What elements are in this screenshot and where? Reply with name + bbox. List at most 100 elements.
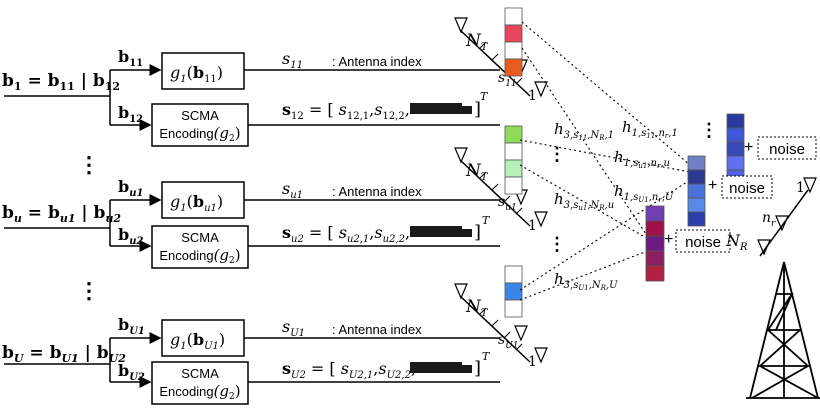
rx2-cell-1: [645, 220, 665, 237]
noise-1: + noise: [744, 136, 817, 160]
antenna-index-label-useru: : Antenna index: [332, 184, 422, 199]
svg-text:T: T: [482, 350, 491, 363]
svg-text:+: +: [744, 139, 753, 156]
scma-block-userU: [151, 361, 249, 405]
tx-antenna-array-U: NT sU1 1: [454, 283, 548, 370]
rx1-cell-0: [726, 113, 745, 129]
channel-h3-sU1: h3,sU1,NR,U: [554, 270, 618, 292]
vertical-dots-1: ⋮: [78, 152, 100, 178]
antenna-tag-u: su1: [498, 194, 517, 213]
noise-3: + noise: [664, 229, 731, 253]
svg-text:T: T: [482, 214, 491, 227]
scma-block-user1: [151, 103, 249, 147]
rx3-cell-4: [687, 211, 706, 227]
tx-antenna-array-1: NT s11 1: [454, 17, 548, 104]
svg-text:1: 1: [528, 354, 537, 370]
bU1-label: bU1: [118, 315, 145, 337]
user-1-branch: b1 = b11 | b12 b11 b12 g1(b11) s11 : Ant…: [2, 47, 500, 147]
rx1-cell-1: [726, 127, 745, 143]
txu-cell-2: [504, 159, 523, 178]
noise-label-3: noise: [685, 234, 721, 251]
scma-encoding-user1: Encoding(g2): [159, 124, 240, 144]
antenna-tag-U: sU1: [498, 332, 519, 351]
user-U-branch: bU = bU1 | bU2 bU1 bU2 g1(bU1) sU1 : Ant…: [2, 315, 500, 405]
channel-h3-su1: h3,su1,NR,u: [554, 190, 614, 212]
channel-h1-su1: h1,su1,nr,u: [614, 148, 670, 170]
scma-block-useru: [151, 225, 249, 269]
b11-label: b11: [118, 47, 143, 69]
user1-split-eq: b1 = b11 | b12: [2, 71, 120, 93]
rx3-cell-2: [687, 183, 706, 199]
channel-h3-s11: h3,s11,NR,1: [554, 120, 614, 142]
rx3-cell-1: [687, 169, 706, 185]
su2-eq: su2 = [ su2,1,su2,2,: [282, 223, 410, 245]
rx2-cell-3: [645, 250, 665, 267]
svg-text:]: ]: [474, 222, 481, 243]
svg-text:T: T: [480, 90, 489, 103]
antenna-index-label-user1: : Antenna index: [332, 54, 422, 69]
nt-label-1: NT: [465, 31, 489, 53]
b12-label: b12: [118, 103, 143, 125]
tower-icon: [746, 261, 820, 399]
bu1-label: bu1: [118, 177, 143, 199]
svg-text:+: +: [708, 177, 717, 194]
tx-signal-stack-1: [504, 7, 523, 77]
userU-split-eq: bU = bU1 | bU2: [2, 343, 126, 365]
noise-2: + noise: [708, 175, 773, 199]
g1-block-userU: [161, 319, 245, 357]
tx-antenna-array-u: NT su1 1: [454, 147, 548, 234]
user-u-branch: bu = bu1 | bu2 bu1 bu2 g1(bu1) su1 : Ant…: [2, 177, 500, 269]
s11-label: s11: [282, 49, 303, 71]
scma-label-useru: SCMA: [181, 230, 219, 245]
redacted-bar-useru: [410, 226, 462, 237]
rx3-cell-3: [687, 197, 706, 213]
txu-cell-1: [504, 142, 523, 161]
tx-signal-stack-U: [504, 265, 523, 318]
su1-label: su1: [282, 179, 303, 201]
sU1-label: sU1: [282, 317, 305, 339]
tx1-cell-3: [504, 58, 523, 77]
rx-signal-stack-2: [645, 205, 665, 282]
rx2-cell-4: [645, 265, 665, 282]
svg-text:1: 1: [528, 88, 537, 104]
channel-h1-sU1: h1,sU1,nr,U: [614, 182, 674, 204]
nt-label-U: NT: [465, 297, 489, 319]
noise-label-1: noise: [769, 141, 805, 158]
g1-block-useru: [161, 181, 245, 219]
rx-dots: ⋮: [700, 120, 718, 141]
txU-cell-0: [504, 265, 523, 284]
s12-eq: s12 = [ s12,1,s12,2,: [282, 100, 410, 122]
rx-signal-stack-3: [687, 155, 706, 227]
scma-label-user1: SCMA: [181, 108, 219, 123]
scma-encoding-useru: Encoding(g2): [159, 246, 240, 266]
useru-split-eq: bu = bu1 | bu2: [2, 203, 121, 225]
bu2-label: bu2: [118, 225, 143, 247]
channel-links: [519, 21, 691, 301]
nt-label-u: NT: [465, 161, 489, 183]
channel-dots-2: ⋮: [548, 234, 566, 255]
svg-text:]: ]: [474, 358, 481, 379]
txu-cell-3: [504, 176, 523, 195]
tx-signal-stack-u: [504, 125, 523, 195]
txU-cell-1: [504, 282, 523, 301]
svg-text:1: 1: [796, 180, 805, 196]
scma-encoding-userU: Encoding(g2): [159, 382, 240, 402]
bU2-label: bU2: [118, 361, 145, 383]
g1-block-user1: [161, 52, 245, 90]
rx-signal-stack-1: [726, 113, 745, 185]
channel-h1-s11: h1,s11,nr,1: [622, 118, 678, 140]
txU-cell-2: [504, 299, 523, 318]
nr-small-label: nr: [762, 210, 776, 229]
rx2-cell-0: [645, 205, 665, 222]
channel-dots-1: ⋮: [548, 144, 566, 165]
svg-text:1: 1: [528, 218, 537, 234]
svg-text:]: ]: [474, 99, 481, 120]
nr-label: NR: [725, 231, 748, 253]
rx1-cell-2: [726, 141, 745, 157]
vertical-dots-2: ⋮: [78, 278, 100, 304]
rx2-cell-2: [645, 235, 665, 252]
redacted-bar-userU: [410, 362, 462, 373]
txu-cell-0: [504, 125, 523, 144]
tx1-cell-2: [504, 41, 523, 60]
sU2-eq: sU2 = [ sU2,1,sU2,2,: [282, 359, 416, 381]
